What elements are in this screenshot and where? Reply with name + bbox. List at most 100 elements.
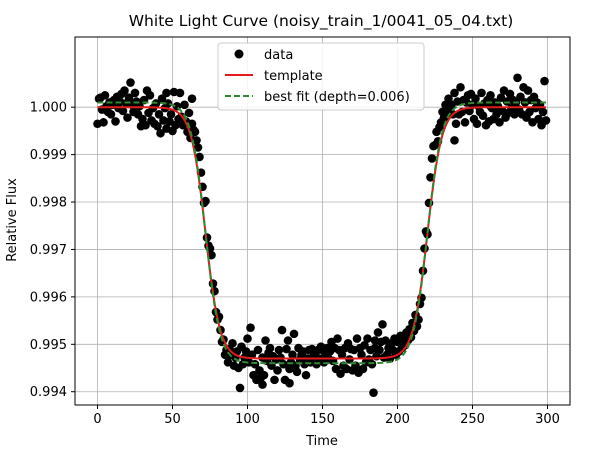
data-point bbox=[187, 94, 197, 103]
data-point bbox=[358, 364, 368, 374]
data-point bbox=[540, 76, 549, 86]
data-point bbox=[270, 375, 279, 385]
data-point bbox=[153, 121, 162, 131]
data-point bbox=[283, 336, 293, 345]
data-point bbox=[370, 336, 380, 345]
data-point bbox=[175, 88, 185, 98]
data-point bbox=[141, 120, 150, 130]
data-point bbox=[106, 110, 116, 119]
y-tick-label: 0.999 bbox=[30, 148, 67, 163]
data-point bbox=[471, 94, 480, 103]
data-point bbox=[184, 108, 194, 118]
data-point bbox=[207, 250, 216, 260]
data-point bbox=[541, 116, 551, 125]
data-point bbox=[285, 378, 294, 388]
data-point bbox=[235, 383, 245, 393]
x-axis-title: Time bbox=[305, 434, 338, 449]
data-point bbox=[333, 334, 342, 343]
legend-box bbox=[217, 42, 425, 111]
y-axis-title: Relative Flux bbox=[5, 178, 20, 262]
data-point bbox=[337, 350, 347, 360]
data-point bbox=[162, 88, 171, 98]
data-point bbox=[289, 329, 299, 339]
data-point bbox=[282, 344, 291, 354]
data-point bbox=[118, 106, 128, 116]
y-tick-label: 0.994 bbox=[30, 385, 67, 400]
data-point bbox=[154, 110, 164, 119]
legend-fit-label: best fit (depth=0.006) bbox=[264, 90, 410, 105]
data-point bbox=[360, 340, 369, 350]
data-point bbox=[495, 118, 504, 127]
data-point bbox=[301, 370, 311, 380]
data-point bbox=[120, 86, 129, 95]
legend-template-label: template bbox=[264, 69, 323, 84]
data-point bbox=[375, 345, 384, 355]
data-point bbox=[523, 86, 533, 95]
data-point bbox=[277, 325, 287, 335]
data-point bbox=[126, 78, 135, 87]
x-tick-label: 50 bbox=[164, 412, 181, 427]
data-point bbox=[273, 366, 282, 375]
y-tick-label: 1.000 bbox=[30, 101, 67, 116]
data-point bbox=[460, 118, 470, 127]
data-point bbox=[369, 388, 378, 397]
data-point bbox=[478, 111, 488, 121]
data-point bbox=[166, 110, 176, 119]
y-tick-label: 0.997 bbox=[30, 243, 67, 258]
data-point bbox=[193, 143, 203, 152]
data-point bbox=[352, 334, 362, 343]
data-point bbox=[195, 152, 204, 162]
data-point bbox=[163, 99, 173, 108]
data-point bbox=[228, 339, 237, 348]
data-point bbox=[336, 369, 345, 379]
data-point bbox=[451, 119, 461, 129]
data-point bbox=[243, 334, 252, 343]
best-fit-line bbox=[97, 101, 546, 365]
data-point bbox=[513, 73, 522, 83]
x-tick-label: 300 bbox=[535, 412, 560, 427]
data-point bbox=[477, 88, 486, 98]
x-tick-label: 100 bbox=[235, 412, 260, 427]
data-point bbox=[258, 380, 267, 389]
y-axis: 0.994 0.995 0.996 0.997 0.998 0.999 1.000 bbox=[30, 101, 75, 400]
x-tick-label: 200 bbox=[385, 412, 410, 427]
data-point bbox=[190, 127, 200, 137]
data-point bbox=[357, 350, 366, 360]
x-tick-label: 250 bbox=[460, 412, 485, 427]
data-point bbox=[124, 93, 134, 102]
data-point bbox=[156, 128, 165, 138]
template-line bbox=[97, 106, 546, 360]
data-point bbox=[367, 359, 377, 369]
x-tick-label: 0 bbox=[93, 412, 101, 427]
data-point bbox=[253, 345, 263, 355]
data-point bbox=[99, 118, 108, 127]
legend: data template best fit (depth=0.006) bbox=[217, 42, 425, 111]
data-point bbox=[265, 343, 275, 353]
data-point bbox=[427, 154, 437, 163]
data-point bbox=[363, 334, 372, 343]
y-tick-label: 0.996 bbox=[30, 290, 67, 305]
x-tick-label: 150 bbox=[310, 412, 335, 427]
data-point bbox=[100, 91, 110, 100]
data-point bbox=[259, 370, 269, 380]
data-point bbox=[247, 350, 257, 360]
legend-data-marker bbox=[234, 49, 244, 59]
data-point bbox=[261, 336, 270, 345]
data-point bbox=[426, 173, 435, 182]
chart-title: White Light Curve (noisy_train_1/0041_05… bbox=[129, 12, 514, 31]
data-points bbox=[93, 73, 551, 397]
data-point bbox=[288, 350, 297, 360]
data-point bbox=[130, 88, 140, 98]
legend-data-label: data bbox=[264, 48, 293, 63]
data-point bbox=[450, 88, 459, 98]
data-point bbox=[274, 345, 284, 355]
data-point bbox=[246, 323, 255, 333]
data-point bbox=[111, 117, 120, 126]
data-point bbox=[180, 100, 189, 110]
x-axis: 0 50 100 150 200 250 300 bbox=[93, 405, 560, 427]
data-point bbox=[192, 136, 201, 145]
data-point bbox=[472, 119, 482, 129]
data-point bbox=[378, 320, 387, 329]
data-point bbox=[123, 113, 132, 122]
data-point bbox=[450, 136, 459, 145]
